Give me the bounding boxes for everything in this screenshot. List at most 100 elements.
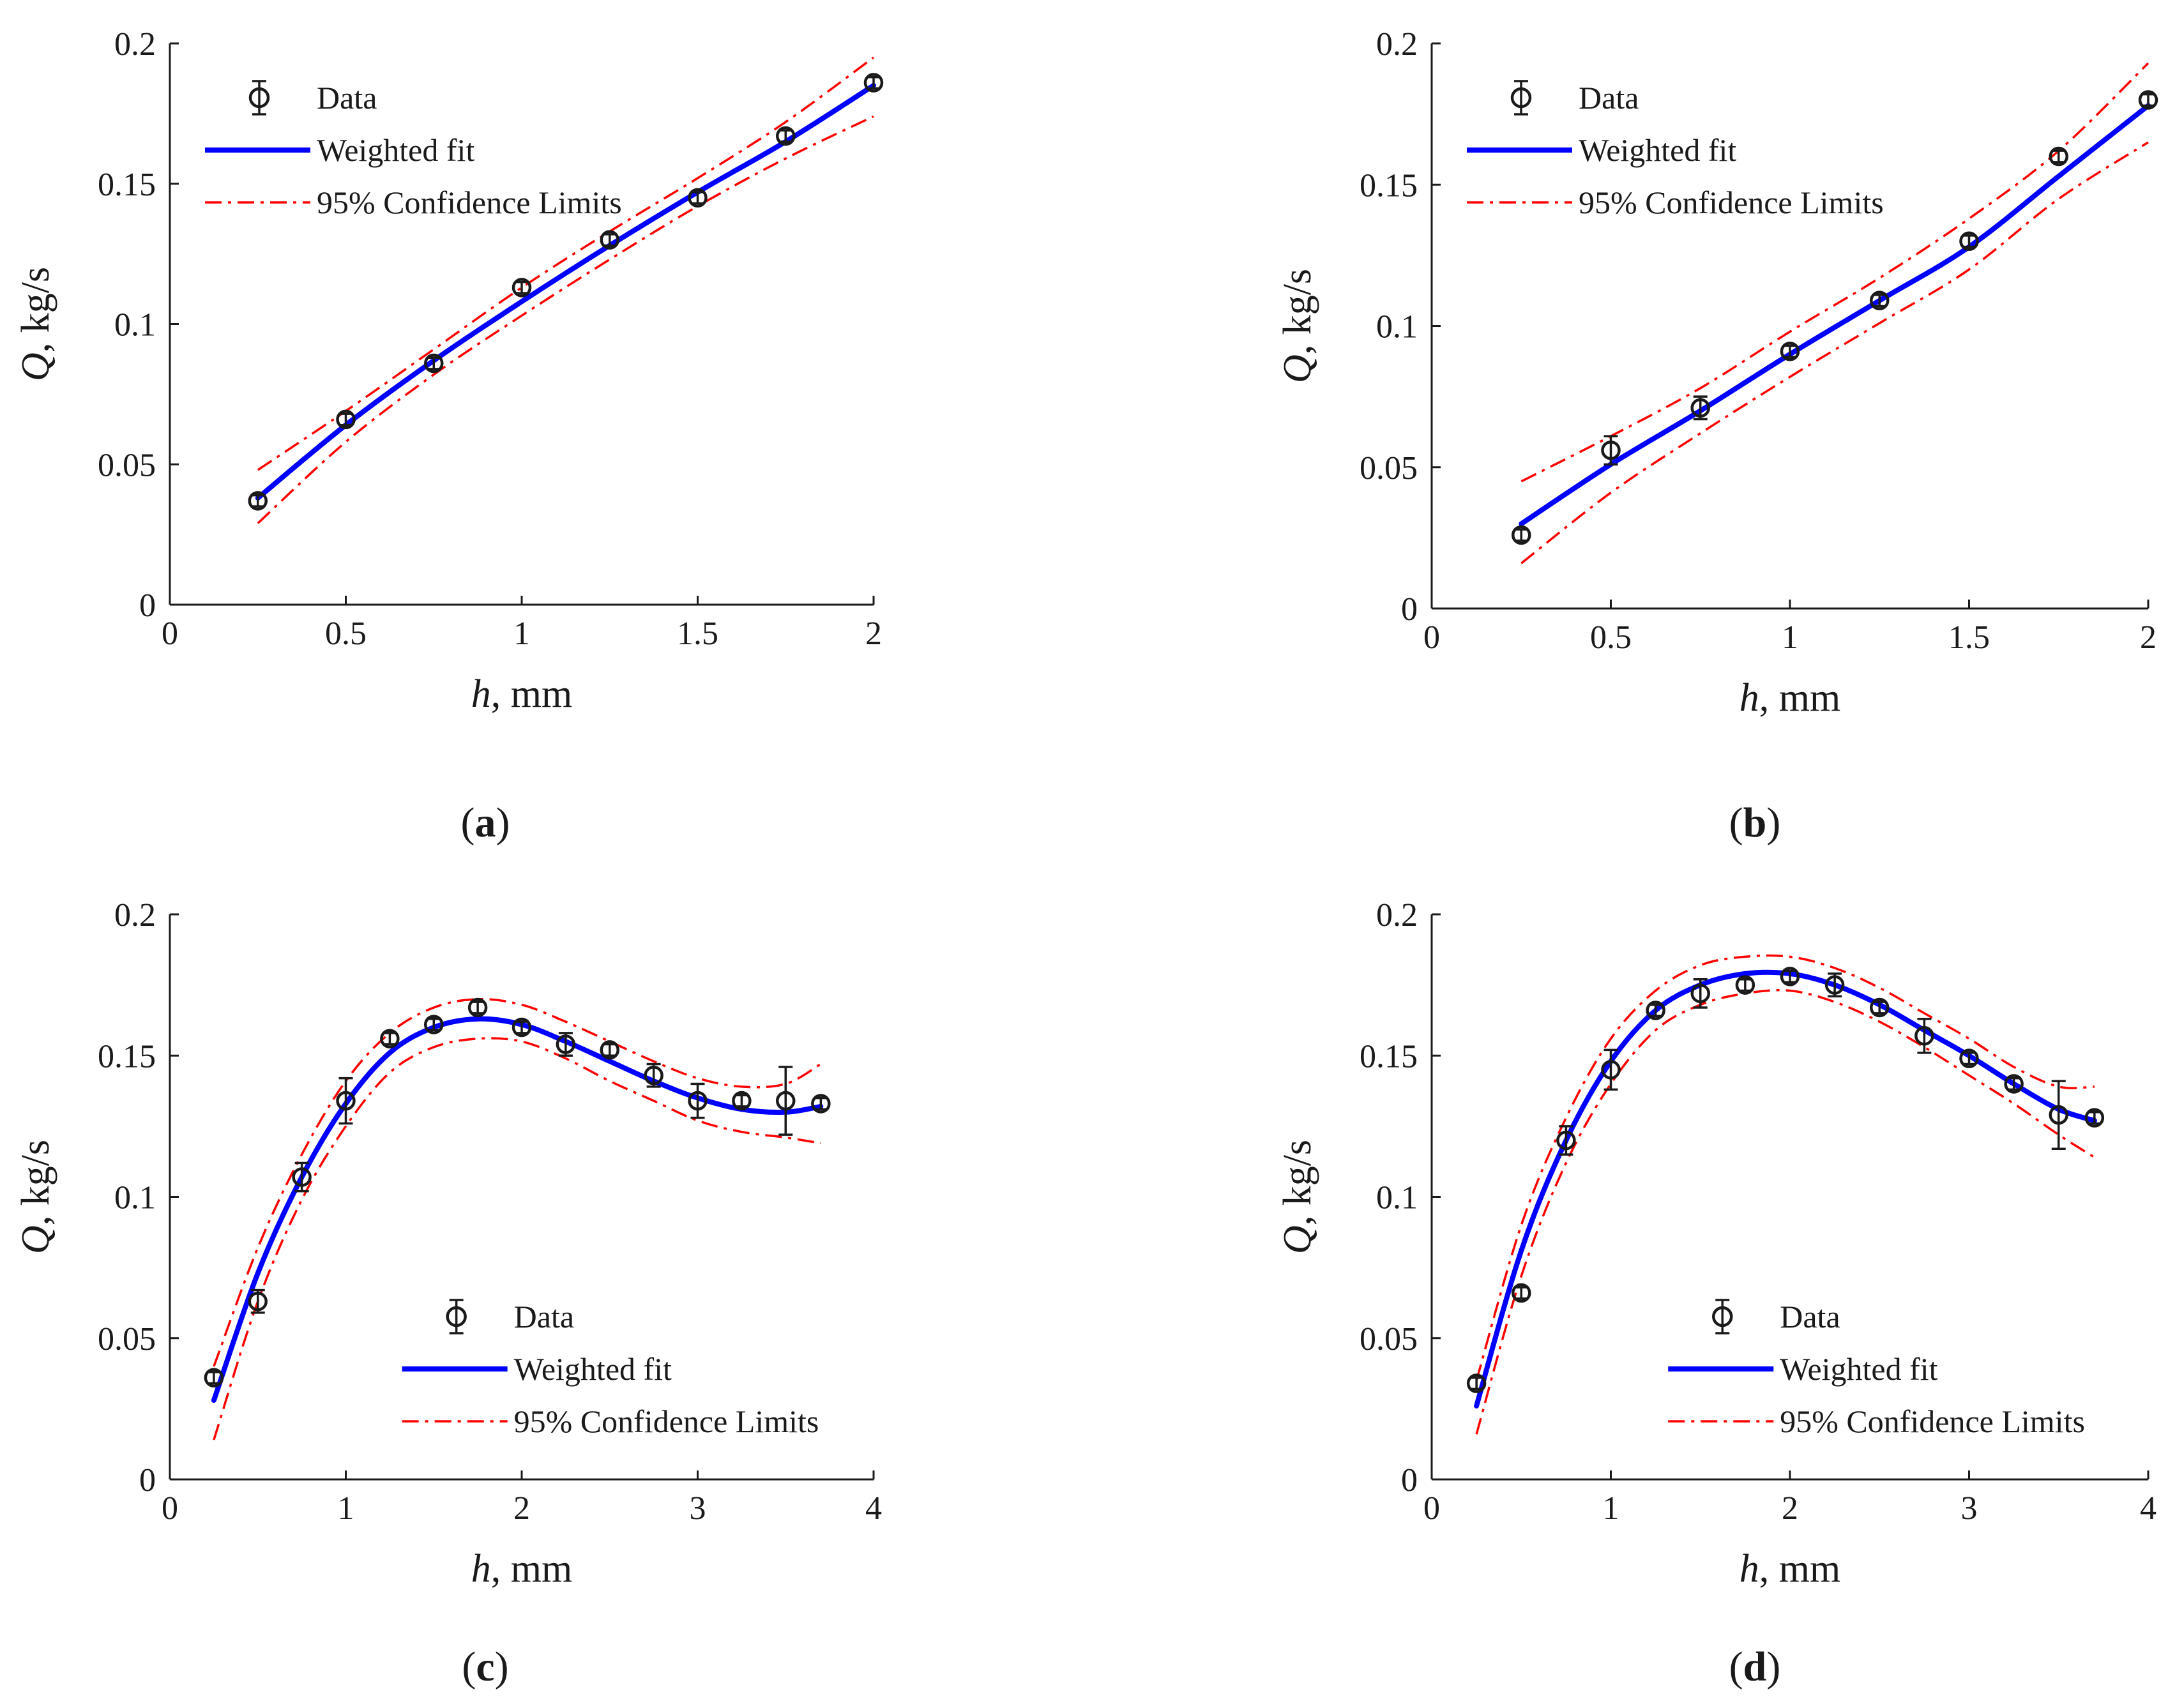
y-tick-label: 0 [1401,1462,1418,1499]
data-marker [1512,1283,1531,1303]
caption-close-paren: ) [495,1644,509,1690]
data-point [1466,1373,1487,1393]
legend-label: Weighted fit [1780,1351,1937,1387]
data-point [248,491,268,511]
panel-caption: (a) [461,799,510,846]
data-point [2004,1074,2024,1094]
y-axis-label: Q, kg/s [1276,1140,1319,1254]
y-axis-label-variable: Q [1276,1225,1319,1254]
legend-data-marker [248,87,270,109]
data-point [292,1161,312,1193]
data-point [1690,395,1710,421]
data-point [1870,997,1890,1018]
data-marker [424,353,444,374]
x-tick-label: 1 [513,616,530,652]
data-marker [556,1034,576,1054]
data-point [424,1015,444,1034]
confidence-upper-line [257,56,875,471]
caption-close-paren: ) [1766,799,1780,846]
x-tick-label: 1.5 [677,616,718,652]
x-tick-label: 4 [865,1490,882,1527]
x-tick-label: 2 [1782,1490,1798,1527]
data-marker [1870,997,1890,1018]
legend-data-marker [446,1306,467,1327]
data-point [248,1289,268,1314]
legend-label: Data [1780,1299,1840,1334]
data-point [688,188,708,208]
data-point [336,1077,356,1125]
data-point [1556,1125,1576,1156]
x-tick-label: 4 [2140,1490,2157,1527]
data-marker [1824,975,1845,995]
weighted-fit-line [255,82,876,501]
x-tick-label: 2 [865,616,882,652]
data-marker [467,997,488,1018]
x-axis-label-unit: , mm [491,1547,572,1591]
data-point [776,1066,796,1136]
data-point [1824,972,1845,998]
x-tick-label: 3 [1961,1490,1978,1527]
panel-caption: (c) [462,1644,508,1690]
data-marker [732,1091,752,1111]
legend: Data Weighted fit 95% Confidence Limits [205,80,622,220]
y-axis-label-unit: , kg/s [1276,1140,1319,1225]
y-tick-label: 0.1 [114,1180,156,1216]
data-point [1914,1017,1934,1054]
data-marker [688,1091,708,1111]
data-marker [600,230,619,250]
data-marker [512,278,532,298]
y-axis-label-unit: , kg/s [14,1140,57,1225]
data-marker [811,1094,831,1114]
panel-caption: (d) [1729,1644,1781,1690]
data-marker [2049,146,2068,167]
y-tick-label: 0.05 [1360,1321,1418,1357]
y-tick-label: 0.15 [1360,167,1418,204]
y-tick-label: 0.05 [98,447,156,483]
data-marker [1735,975,1755,995]
data-point [2049,146,2068,167]
legend: Data Weighted fit 95% Confidence Limits [1668,1299,2085,1439]
confidence-upper-line [213,997,822,1367]
caption-close-paren: ) [1766,1644,1780,1690]
confidence-lower-line [1520,141,2149,564]
data-point [204,1368,224,1387]
legend-label: 95% Confidence Limits [514,1403,819,1439]
y-axis-label-variable: Q [14,1225,57,1254]
y-tick-label: 0 [139,1462,156,1499]
data-marker [1780,342,1800,361]
y-tick-label: 0.2 [114,26,156,63]
data-marker [1556,1130,1576,1151]
confidence-upper-line [1475,954,2095,1381]
data-marker [1959,1048,1979,1068]
y-tick-label: 0.2 [1376,26,1418,63]
data-point [1780,342,1800,361]
x-axis-label: h, mm [471,1547,572,1591]
x-axis-label-unit: , mm [491,672,572,716]
caption-open-paren: ( [462,1644,476,1690]
data-marker [1780,967,1800,986]
y-tick-label: 0.2 [1376,897,1418,933]
caption-open-paren: ( [461,799,475,846]
data-marker [336,409,356,430]
data-point [1959,1048,1979,1068]
data-point [1735,975,1755,995]
x-tick-label: 0 [1423,619,1440,656]
data-point [732,1091,752,1111]
data-point [1690,978,1710,1009]
confidence-lower-line [1475,988,2095,1435]
confidence-lower-line [213,1037,821,1440]
data-point [1959,231,1979,251]
data-point [2049,1080,2068,1151]
data-marker [776,126,796,146]
data-point [467,997,488,1018]
data-marker [2004,1074,2024,1094]
x-tick-label: 1 [338,1490,354,1527]
data-marker [2084,1108,2105,1128]
caption-letter: c [476,1644,494,1690]
data-marker [248,491,268,511]
x-tick-label: 1 [1603,1490,1619,1527]
legend-label: Weighted fit [1579,132,1736,168]
x-tick-label: 0.5 [1590,619,1632,656]
data-point [380,1029,400,1048]
x-tick-label: 3 [690,1490,706,1527]
